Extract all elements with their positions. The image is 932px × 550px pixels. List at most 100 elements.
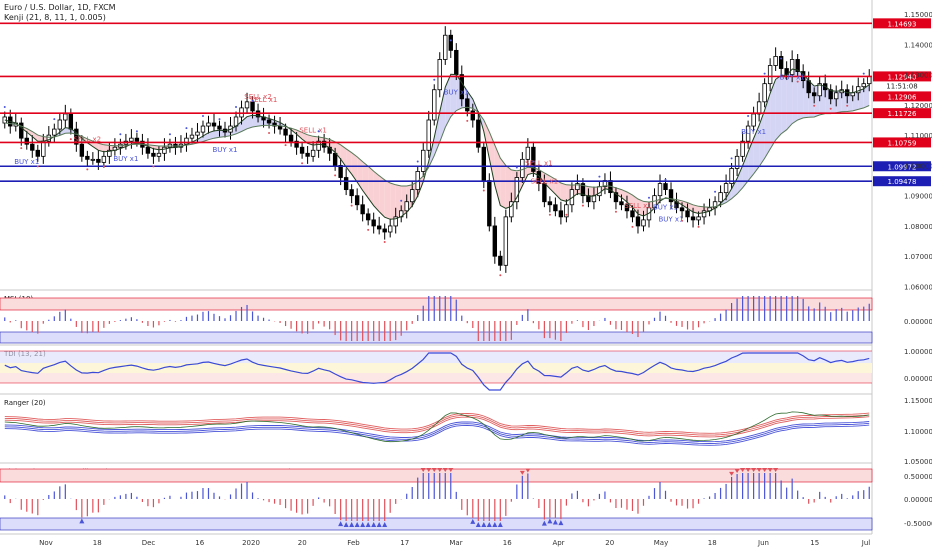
level-price-tag (873, 71, 931, 82)
sell-signal-label: SELL x1 (624, 202, 652, 210)
kenji-cloud-segment (335, 141, 341, 160)
time-tick-label: 18 (93, 539, 102, 547)
subchart-tick-label: 1.00000 (904, 348, 932, 356)
candle-body (310, 149, 316, 157)
candle-body (426, 119, 431, 151)
band-price-label: 1.12906 (888, 93, 917, 101)
candle-body (547, 201, 553, 206)
kenji-cloud-segment (247, 115, 253, 129)
kenji-cloud-segment (500, 158, 506, 209)
candle-body (789, 59, 795, 75)
candle-body (795, 59, 800, 72)
candle-body (393, 216, 398, 227)
osc-sell-triangle (519, 470, 525, 475)
ranger-lower-band (4, 421, 870, 443)
time-tick-label: Mar (449, 539, 462, 547)
signal-marker (515, 166, 518, 169)
osc-buy-triangle (486, 522, 492, 527)
candle-body (101, 155, 107, 163)
level-price-label: 1.09972 (888, 163, 917, 171)
signal-marker (433, 78, 436, 81)
kenji-cloud-segment (731, 178, 738, 199)
osc-sell-triangle (767, 468, 773, 472)
candle-body (470, 110, 475, 121)
candle-body (564, 204, 569, 218)
time-tick-label: 16 (195, 539, 204, 547)
candle-body (244, 101, 250, 109)
sell-signal-label: SELL x1 (525, 160, 553, 168)
candle-body (668, 189, 674, 203)
price-tick-label: 1.08000 (904, 223, 932, 231)
band-price-tag (873, 91, 931, 102)
kenji-cloud-segment (863, 84, 870, 108)
kenji-cloud-segment (505, 165, 512, 209)
osc-sell-triangle (442, 468, 448, 472)
osc-buy-triangle (360, 522, 366, 527)
kenji-cloud-segment (450, 74, 457, 117)
candle-body (382, 228, 387, 233)
candle-body (332, 152, 338, 166)
candle-body (867, 76, 872, 85)
osc-buy-triangle (79, 518, 85, 524)
time-tick-label: May (654, 539, 668, 547)
kenji-cloud-segment (770, 79, 776, 150)
candle-body (767, 65, 773, 85)
sell-signal-label: SELL x2 (244, 93, 272, 101)
candle-body (343, 177, 349, 191)
kenji-cloud-segment (615, 187, 622, 198)
signal-marker (3, 105, 6, 108)
candle-body (828, 89, 833, 100)
candle-body (266, 119, 272, 124)
osc-buy-triangle (470, 518, 476, 524)
level-price-tag (873, 176, 931, 187)
signal-marker (829, 107, 832, 110)
candle-body (421, 149, 426, 172)
osc-sell-triangle (740, 468, 746, 472)
osc-buy-triangle (376, 522, 382, 527)
candle-body (371, 219, 376, 227)
osc-buy-triangle (492, 522, 498, 527)
candle-body (277, 125, 283, 130)
candle-body (354, 195, 360, 206)
candle-body (305, 152, 310, 157)
tdi-mid-band (0, 363, 872, 373)
signal-marker (714, 190, 717, 193)
sell-signal-label: SELL x1 (299, 126, 327, 134)
candle-body (778, 56, 784, 69)
signal-marker (565, 213, 568, 216)
osc-sell-triangle (756, 468, 762, 472)
osc-sell-triangle (426, 468, 432, 472)
candle-body (492, 225, 498, 257)
kenji-cloud-segment (213, 130, 220, 139)
countdown-label: 11:51:08 (886, 82, 917, 90)
osc-buy-triangle (552, 519, 558, 525)
kenji-cloud-segment (368, 166, 374, 206)
candle-body (90, 158, 96, 161)
candle-body (591, 195, 597, 203)
candle-body (580, 183, 586, 197)
candle-body (553, 204, 558, 212)
osc-sell-triangle (525, 468, 531, 473)
kenji-fast-line (4, 68, 870, 220)
candle-body (134, 137, 140, 142)
osc-lower-band (0, 517, 873, 531)
subchart-tick-label: 0.00000 (904, 375, 932, 383)
kenji-cloud-segment (555, 179, 561, 200)
kenji-cloud-segment (494, 145, 501, 206)
candle-body (663, 183, 668, 191)
signal-marker (763, 72, 766, 75)
price-tick-label: 1.11000 (904, 132, 932, 140)
candle-body (696, 216, 701, 221)
candle-body (299, 146, 305, 154)
buy-signal-label: BUY x1 (741, 128, 766, 136)
kenji-cloud-segment (302, 132, 308, 144)
candle-body (773, 56, 778, 66)
time-tick-label: Nov (39, 539, 53, 547)
signal-marker (482, 189, 485, 192)
kenji-cloud-segment (792, 69, 798, 124)
kenji-cloud-segment (230, 126, 237, 136)
ranger-upper-band (4, 416, 870, 438)
kenji-cloud-segment (797, 70, 804, 120)
buy-signal-label: BUY x1 (113, 155, 138, 163)
